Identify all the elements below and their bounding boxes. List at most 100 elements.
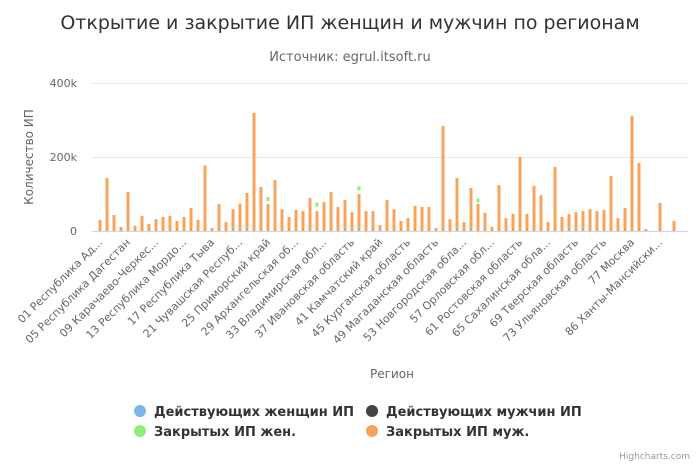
bar-closed-men[interactable]: [364, 211, 368, 231]
bar-closed-men[interactable]: [266, 203, 270, 231]
bar-closed-men[interactable]: [637, 162, 641, 231]
bar-closed-men[interactable]: [462, 222, 466, 231]
bar-closed-men[interactable]: [441, 125, 445, 231]
bar-closed-men[interactable]: [287, 216, 291, 231]
bar-closed-men[interactable]: [511, 213, 515, 231]
bar-closed-men[interactable]: [385, 199, 389, 231]
bar-closed-men[interactable]: [189, 208, 193, 231]
legend: Действующих женщин ИП Действующих мужчин …: [134, 405, 582, 440]
bar-closed-men[interactable]: [217, 203, 221, 231]
bar-closed-men[interactable]: [630, 115, 634, 231]
bar-closed-men[interactable]: [420, 206, 424, 231]
y-axis-ticks: 0 200k 400k: [50, 77, 78, 238]
bar-closed-men[interactable]: [105, 178, 109, 231]
bar-closed-men[interactable]: [378, 225, 382, 231]
x-axis-ticks: 01 Республика Ад...05 Республика Дагеста…: [15, 236, 665, 347]
bar-closed-men[interactable]: [161, 216, 165, 231]
bar-closed-men[interactable]: [455, 178, 459, 231]
bar-closed-men[interactable]: [154, 219, 158, 231]
bar-closed-men[interactable]: [322, 202, 326, 231]
credits-link[interactable]: Highcharts.com: [619, 452, 690, 462]
bar-closed-men[interactable]: [469, 188, 473, 231]
bar-closed-men[interactable]: [399, 221, 403, 231]
bar-closed-women[interactable]: [266, 197, 270, 202]
bar-closed-women[interactable]: [315, 202, 319, 207]
legend-item[interactable]: Закрытых ИП муж.: [386, 425, 529, 440]
bar-closed-men[interactable]: [210, 228, 214, 231]
bar-closed-men[interactable]: [434, 228, 438, 231]
chart-title: Открытие и закрытие ИП женщин и мужчин п…: [60, 12, 639, 34]
bar-closed-men[interactable]: [609, 175, 613, 231]
bar-closed-men[interactable]: [350, 212, 354, 231]
bar-closed-men[interactable]: [245, 192, 249, 231]
bar-closed-men[interactable]: [595, 211, 599, 231]
bar-closed-men[interactable]: [504, 218, 508, 231]
bar-closed-men[interactable]: [546, 222, 550, 231]
bar-closed-men[interactable]: [567, 213, 571, 231]
bar-closed-men[interactable]: [616, 218, 620, 231]
bar-closed-men[interactable]: [238, 203, 242, 231]
bar-closed-men[interactable]: [231, 209, 235, 231]
bar-closed-men[interactable]: [658, 202, 662, 231]
bar-closed-women[interactable]: [357, 186, 361, 191]
legend-marker-icon[interactable]: [134, 425, 146, 437]
bar-closed-men[interactable]: [140, 215, 144, 231]
bar-closed-men[interactable]: [406, 218, 410, 231]
bar-closed-men[interactable]: [490, 226, 494, 231]
bar-closed-men[interactable]: [168, 215, 172, 231]
bar-closed-men[interactable]: [539, 195, 543, 231]
bar-closed-men[interactable]: [518, 157, 522, 231]
x-axis-title: Регион: [370, 367, 414, 381]
bar-closed-men[interactable]: [294, 209, 298, 231]
legend-item[interactable]: Действующих мужчин ИП: [386, 405, 582, 420]
bar-closed-men[interactable]: [126, 192, 130, 231]
legend-marker-icon[interactable]: [366, 425, 378, 437]
bar-closed-men[interactable]: [525, 213, 529, 231]
bar-closed-men[interactable]: [308, 198, 312, 231]
bar-closed-men[interactable]: [560, 216, 564, 231]
bar-closed-men[interactable]: [483, 212, 487, 231]
bar-closed-men[interactable]: [133, 225, 137, 231]
bar-closed-men[interactable]: [203, 165, 207, 231]
legend-item[interactable]: Действующих женщин ИП: [154, 405, 354, 420]
bar-closed-men[interactable]: [259, 186, 263, 231]
bar-closed-men[interactable]: [602, 209, 606, 231]
bar-closed-men[interactable]: [315, 211, 319, 231]
bar-closed-men[interactable]: [147, 223, 151, 231]
bar-closed-men[interactable]: [392, 209, 396, 231]
legend-item[interactable]: Закрытых ИП жен.: [154, 425, 296, 440]
bar-closed-men[interactable]: [182, 216, 186, 231]
bar-closed-men[interactable]: [336, 206, 340, 231]
bar-closed-men[interactable]: [581, 211, 585, 231]
bar-closed-men[interactable]: [273, 179, 277, 231]
bar-closed-men[interactable]: [357, 194, 361, 231]
bar-closed-men[interactable]: [672, 221, 676, 231]
legend-marker-icon[interactable]: [366, 405, 378, 417]
bar-closed-men[interactable]: [574, 212, 578, 231]
bar-closed-men[interactable]: [476, 203, 480, 231]
bar-closed-men[interactable]: [252, 112, 256, 231]
bar-closed-men[interactable]: [343, 199, 347, 231]
bar-closed-men[interactable]: [196, 219, 200, 231]
bar-closed-men[interactable]: [623, 208, 627, 231]
bar-closed-men[interactable]: [448, 219, 452, 231]
bar-closed-men[interactable]: [119, 226, 123, 231]
bar-closed-men[interactable]: [224, 222, 228, 231]
bar-closed-men[interactable]: [532, 185, 536, 231]
bar-closed-men[interactable]: [280, 209, 284, 231]
bar-closed-men[interactable]: [644, 229, 648, 231]
bar-closed-men[interactable]: [413, 205, 417, 231]
legend-marker-icon[interactable]: [134, 405, 146, 417]
bar-closed-men[interactable]: [175, 221, 179, 231]
bar-closed-men[interactable]: [497, 185, 501, 231]
bar-closed-men[interactable]: [553, 166, 557, 231]
bar-closed-men[interactable]: [329, 192, 333, 231]
bar-closed-men[interactable]: [427, 206, 431, 231]
bar-closed-men[interactable]: [98, 219, 102, 231]
bars: [98, 112, 676, 231]
bar-closed-men[interactable]: [301, 211, 305, 231]
bar-closed-men[interactable]: [112, 215, 116, 231]
bar-closed-men[interactable]: [371, 211, 375, 231]
bar-closed-men[interactable]: [588, 209, 592, 231]
bar-closed-women[interactable]: [476, 198, 480, 203]
